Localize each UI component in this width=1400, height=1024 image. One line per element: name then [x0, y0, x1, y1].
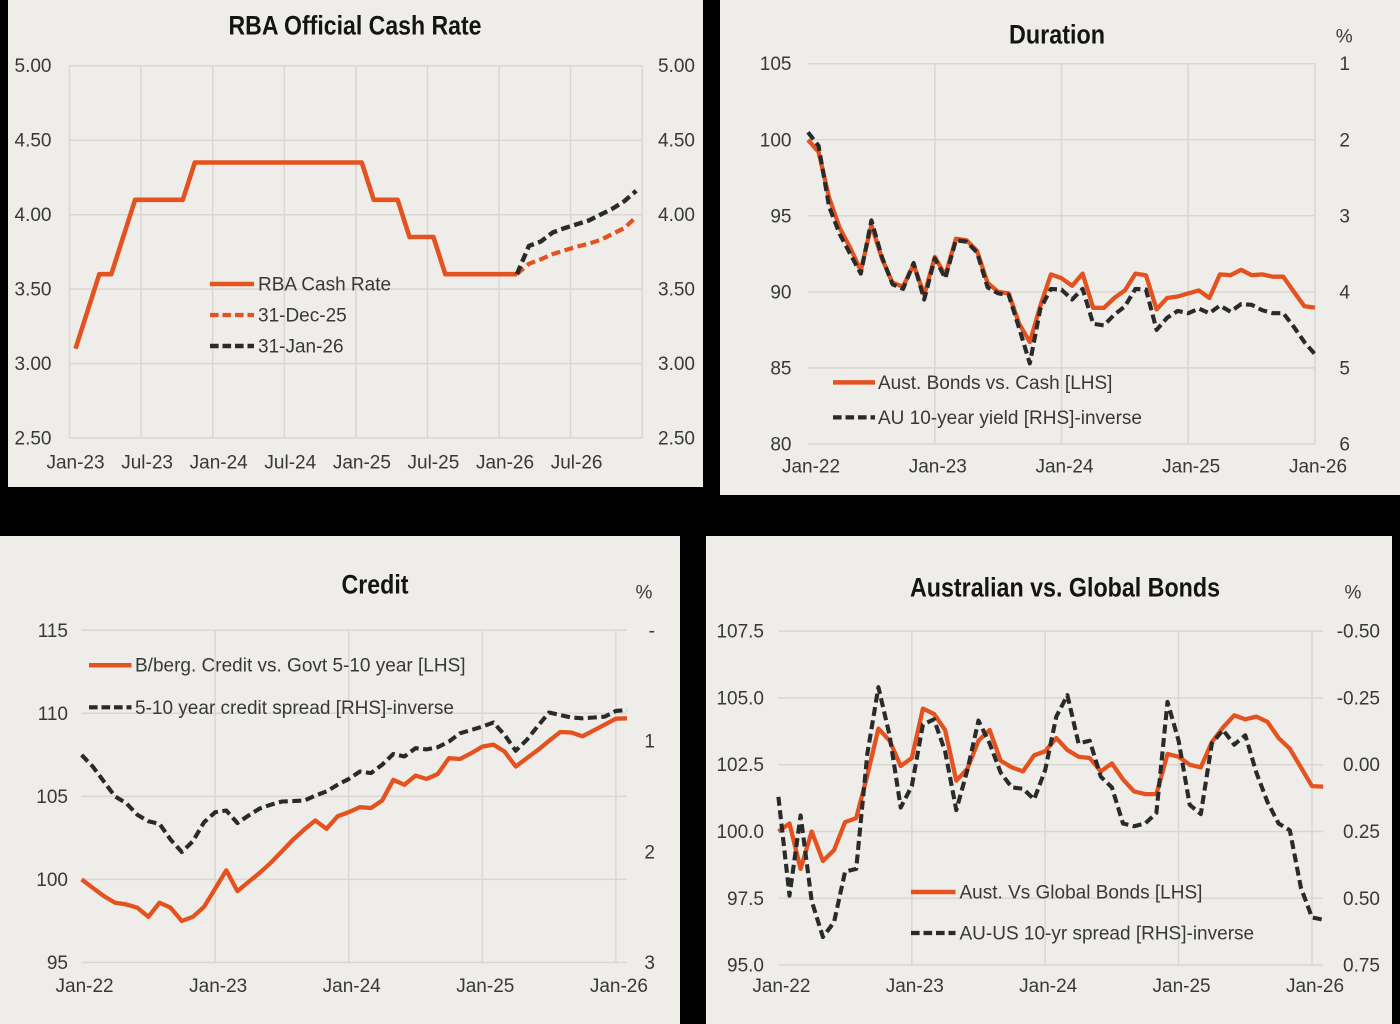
svg-text:90: 90 [770, 282, 791, 303]
svg-text:Aust. Bonds vs. Cash [LHS]: Aust. Bonds vs. Cash [LHS] [878, 373, 1112, 394]
svg-text:Jan-22: Jan-22 [782, 457, 840, 478]
svg-text:-0.50: -0.50 [1337, 622, 1380, 643]
svg-text:%: % [636, 582, 653, 603]
svg-text:115: 115 [38, 621, 68, 642]
svg-text:3.00: 3.00 [15, 354, 52, 375]
svg-text:Jan-24: Jan-24 [1035, 457, 1094, 478]
svg-text:107.5: 107.5 [716, 622, 764, 643]
svg-text:4.50: 4.50 [658, 131, 695, 152]
svg-text:4.00: 4.00 [15, 205, 52, 226]
svg-text:100: 100 [36, 870, 68, 891]
svg-text:95: 95 [770, 206, 791, 227]
svg-text:31-Dec-25: 31-Dec-25 [258, 306, 347, 327]
svg-text:0.75: 0.75 [1343, 956, 1380, 977]
svg-text:Jul-25: Jul-25 [408, 453, 460, 474]
svg-text:Credit: Credit [342, 570, 409, 600]
svg-text:5.00: 5.00 [15, 56, 52, 77]
svg-text:-: - [649, 621, 655, 642]
svg-text:95.0: 95.0 [727, 956, 764, 977]
svg-text:5.00: 5.00 [658, 56, 695, 77]
svg-text:%: % [1345, 583, 1362, 604]
svg-text:2: 2 [644, 842, 655, 863]
svg-text:Duration: Duration [1009, 20, 1105, 50]
svg-text:Jan-25: Jan-25 [1162, 457, 1220, 478]
svg-text:95: 95 [47, 953, 68, 974]
svg-text:Jan-26: Jan-26 [476, 453, 534, 474]
svg-text:1: 1 [644, 732, 655, 753]
svg-text:100: 100 [760, 130, 792, 151]
svg-text:Jan-26: Jan-26 [1289, 457, 1347, 478]
svg-text:Jan-25: Jan-25 [1153, 976, 1211, 997]
svg-text:Jan-24: Jan-24 [1019, 976, 1078, 997]
svg-text:Jan-26: Jan-26 [1286, 976, 1344, 997]
svg-text:85: 85 [770, 358, 791, 379]
svg-text:105: 105 [760, 54, 792, 75]
svg-text:110: 110 [38, 704, 68, 725]
svg-text:Jul-26: Jul-26 [551, 453, 603, 474]
svg-text:3.00: 3.00 [658, 354, 695, 375]
svg-text:0.00: 0.00 [1343, 755, 1380, 776]
svg-text:Jan-23: Jan-23 [886, 976, 944, 997]
svg-text:Jan-25: Jan-25 [456, 976, 514, 997]
svg-text:Jan-24: Jan-24 [323, 976, 382, 997]
svg-text:0.25: 0.25 [1343, 822, 1380, 843]
svg-text:Jan-26: Jan-26 [590, 976, 648, 997]
svg-text:3.50: 3.50 [658, 280, 695, 301]
svg-text:3.50: 3.50 [15, 280, 52, 301]
svg-text:AU 10-year yield [RHS]-inverse: AU 10-year yield [RHS]-inverse [878, 408, 1142, 429]
svg-text:-0.25: -0.25 [1337, 688, 1380, 709]
svg-text:1: 1 [1339, 54, 1350, 75]
svg-text:5: 5 [1339, 358, 1350, 379]
svg-text:5-10 year credit spread [RHS]-: 5-10 year credit spread [RHS]-inverse [135, 698, 454, 719]
svg-text:2: 2 [1339, 130, 1350, 151]
svg-text:Jan-22: Jan-22 [56, 976, 114, 997]
svg-text:4: 4 [1339, 282, 1350, 303]
svg-text:Australian vs. Global Bonds: Australian vs. Global Bonds [910, 573, 1220, 603]
svg-text:105.0: 105.0 [716, 688, 764, 709]
svg-text:Jan-23: Jan-23 [46, 453, 104, 474]
svg-text:6: 6 [1339, 435, 1350, 456]
svg-text:100.0: 100.0 [716, 822, 764, 843]
svg-text:Jan-22: Jan-22 [752, 976, 810, 997]
svg-text:Jul-24: Jul-24 [264, 453, 316, 474]
svg-text:RBA Cash Rate: RBA Cash Rate [258, 275, 391, 296]
svg-text:%: % [1336, 27, 1353, 48]
svg-text:AU-US 10-yr spread [RHS]-inver: AU-US 10-yr spread [RHS]-inverse [960, 924, 1255, 945]
svg-text:B/berg. Credit vs. Govt 5-10 y: B/berg. Credit vs. Govt 5-10 year [LHS] [135, 656, 466, 677]
svg-text:105: 105 [36, 787, 68, 808]
svg-text:2.50: 2.50 [15, 429, 52, 450]
svg-text:97.5: 97.5 [727, 889, 764, 910]
svg-text:Jan-23: Jan-23 [189, 976, 247, 997]
svg-text:Jan-23: Jan-23 [909, 457, 967, 478]
svg-text:Jul-23: Jul-23 [121, 453, 173, 474]
svg-text:4.00: 4.00 [658, 205, 695, 226]
svg-text:0.50: 0.50 [1343, 889, 1380, 910]
svg-text:2.50: 2.50 [658, 429, 695, 450]
svg-text:Aust. Vs Global Bonds [LHS]: Aust. Vs Global Bonds [LHS] [960, 883, 1203, 904]
svg-text:Jan-25: Jan-25 [333, 453, 391, 474]
svg-text:RBA Official Cash Rate: RBA Official Cash Rate [229, 11, 482, 41]
svg-text:31-Jan-26: 31-Jan-26 [258, 337, 344, 358]
svg-text:3: 3 [644, 953, 655, 974]
svg-text:80: 80 [770, 435, 791, 456]
svg-text:102.5: 102.5 [716, 755, 764, 776]
svg-text:4.50: 4.50 [15, 131, 52, 152]
svg-text:Jan-24: Jan-24 [190, 453, 249, 474]
svg-text:3: 3 [1339, 206, 1350, 227]
